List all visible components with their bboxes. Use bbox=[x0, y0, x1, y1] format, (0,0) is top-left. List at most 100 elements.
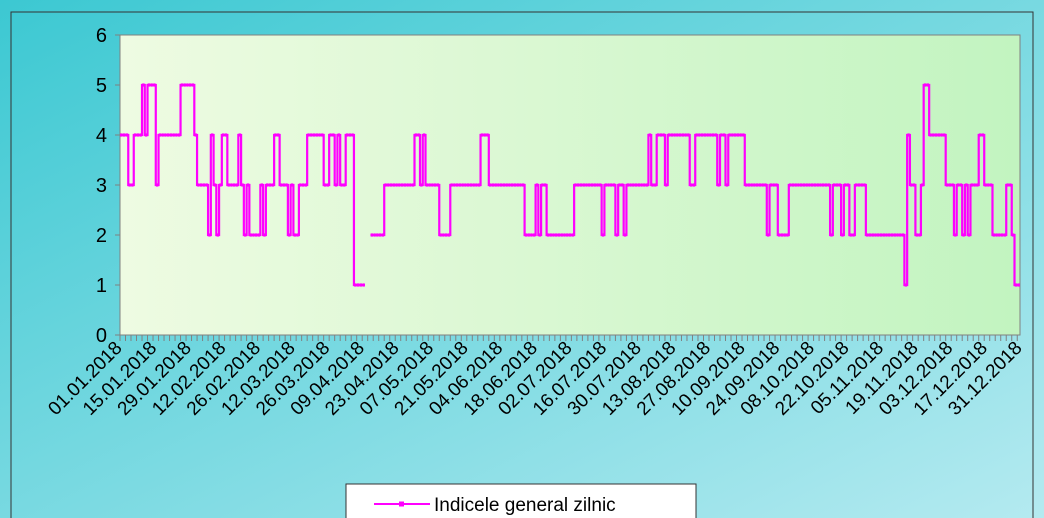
series-point bbox=[838, 183, 841, 187]
series-point bbox=[417, 133, 420, 137]
series-point bbox=[921, 183, 924, 187]
series-point bbox=[667, 133, 671, 137]
series-point bbox=[571, 233, 574, 237]
y-tick-label: 4 bbox=[96, 125, 107, 147]
series-point bbox=[307, 133, 310, 137]
series-point bbox=[874, 233, 877, 237]
series-point bbox=[855, 183, 858, 187]
series-point bbox=[312, 133, 316, 137]
series-point bbox=[131, 183, 134, 187]
series-point bbox=[425, 183, 429, 187]
series-point bbox=[684, 133, 687, 137]
series-point bbox=[945, 183, 949, 187]
series-point bbox=[753, 183, 756, 187]
series-point bbox=[266, 183, 269, 187]
outer-border bbox=[10, 11, 1034, 518]
series-point bbox=[618, 183, 621, 187]
series-point bbox=[995, 233, 998, 237]
series-point bbox=[161, 133, 164, 137]
series-point bbox=[601, 233, 605, 237]
series-point bbox=[499, 183, 503, 187]
series-point bbox=[447, 233, 451, 237]
series-point bbox=[260, 183, 263, 187]
series-point bbox=[128, 183, 131, 187]
series-point bbox=[640, 183, 643, 187]
y-tick-label: 1 bbox=[96, 275, 107, 297]
series-point bbox=[433, 183, 437, 187]
series-point bbox=[249, 233, 252, 237]
series-point bbox=[486, 133, 489, 137]
series-point bbox=[849, 233, 852, 237]
series-point bbox=[296, 233, 299, 237]
series-point bbox=[742, 133, 745, 137]
series-point bbox=[926, 83, 929, 87]
series-point bbox=[343, 183, 346, 187]
series-point bbox=[654, 183, 657, 187]
series-point bbox=[1017, 283, 1020, 287]
series-point bbox=[791, 183, 795, 187]
series-point bbox=[398, 183, 401, 187]
series-point bbox=[301, 183, 305, 187]
series-point bbox=[191, 83, 195, 87]
series-point bbox=[819, 183, 822, 187]
series-point bbox=[714, 133, 718, 137]
series-point bbox=[984, 183, 987, 187]
series-point bbox=[288, 233, 291, 237]
series-point bbox=[879, 233, 883, 237]
series-point bbox=[285, 183, 288, 187]
series-point bbox=[904, 283, 907, 287]
series-point bbox=[681, 133, 685, 137]
series-point bbox=[932, 133, 935, 137]
series-point bbox=[593, 183, 596, 187]
y-tick-label: 2 bbox=[96, 225, 107, 247]
series-point bbox=[409, 183, 412, 187]
series-point bbox=[246, 183, 250, 187]
series-point bbox=[304, 183, 307, 187]
series-point bbox=[775, 183, 778, 187]
series-point bbox=[857, 183, 861, 187]
series-point bbox=[835, 183, 839, 187]
series-layer bbox=[120, 83, 1020, 287]
series-point bbox=[822, 183, 825, 187]
series-point bbox=[786, 233, 789, 237]
series-point bbox=[709, 133, 712, 137]
series-point bbox=[202, 183, 206, 187]
series-point bbox=[998, 233, 1001, 237]
series-point bbox=[976, 183, 979, 187]
series-point bbox=[530, 233, 533, 237]
series-point bbox=[455, 183, 459, 187]
series-point bbox=[271, 183, 274, 187]
series-point bbox=[436, 183, 440, 187]
series-point bbox=[194, 133, 197, 137]
series-point bbox=[359, 283, 363, 287]
series-point bbox=[632, 183, 635, 187]
series-point bbox=[403, 183, 407, 187]
series-point bbox=[255, 233, 258, 237]
series-point bbox=[951, 183, 954, 187]
series-point bbox=[604, 183, 607, 187]
series-point bbox=[274, 133, 277, 137]
series-point bbox=[923, 83, 927, 87]
series-point bbox=[665, 183, 668, 187]
series-point bbox=[733, 133, 737, 137]
series-point bbox=[257, 233, 261, 237]
y-tick-label: 3 bbox=[96, 175, 107, 197]
series-point bbox=[566, 233, 569, 237]
series-point bbox=[981, 133, 985, 137]
series-point bbox=[783, 233, 786, 237]
series-point bbox=[769, 183, 773, 187]
series-point bbox=[568, 233, 572, 237]
series-point bbox=[458, 183, 462, 187]
series-point bbox=[241, 183, 244, 187]
series-point bbox=[282, 183, 285, 187]
series-point bbox=[453, 183, 456, 187]
series-point bbox=[599, 183, 602, 187]
series-point bbox=[910, 183, 913, 187]
series-point bbox=[188, 83, 192, 87]
series-point bbox=[890, 233, 894, 237]
series-point bbox=[329, 133, 332, 137]
series-point bbox=[321, 133, 324, 137]
series-point bbox=[384, 183, 387, 187]
series-point bbox=[799, 183, 803, 187]
series-point bbox=[263, 233, 266, 237]
